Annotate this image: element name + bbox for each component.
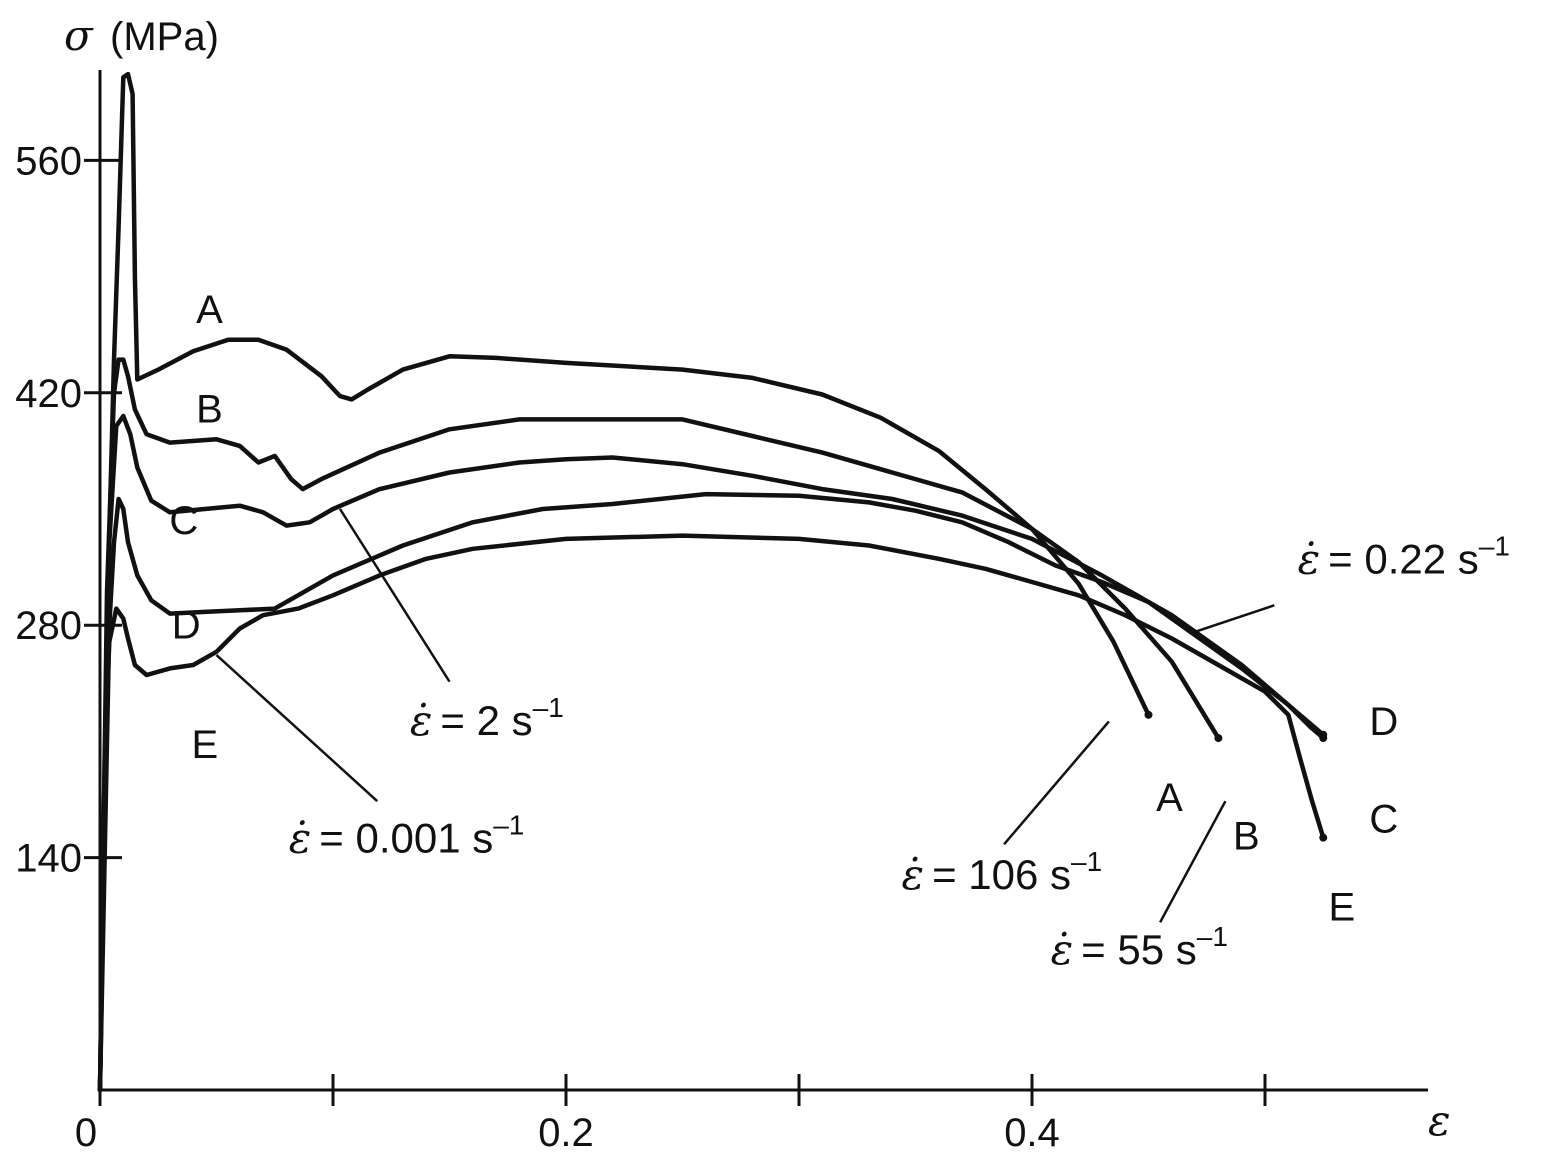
y-tick-label-1: 280 [15,604,82,648]
rate-exponent-E: –1 [493,810,524,841]
rate-exponent-D: –1 [1479,531,1510,562]
rate-symbol-E: ε̇ [289,814,312,863]
rate-exponent-C: –1 [533,692,564,723]
series-end-D [1319,730,1328,739]
rate-value-E: = 0.001 s [319,815,493,862]
curve-letter-label-B-6: B [1233,814,1260,858]
rate-value-C: = 2 s [440,697,532,744]
curve-letter-label-A-0: A [196,288,223,332]
rate-exponent-B: –1 [1197,921,1228,952]
series-end-A [1144,710,1153,719]
series-curve-C [97,413,1326,1093]
curve-letter-label-E-4: E [192,723,219,767]
curve-letter-label-C-7: C [1369,798,1398,842]
rate-label-D: ε̇ = 0.22 s–1 [1298,531,1510,584]
y-tick-label-0: 140 [15,837,82,881]
rate-symbol-A: ε̇ [902,850,925,899]
rate-leader-line-A [1003,720,1110,846]
curve-letter-label-E-9: E [1329,886,1356,930]
curve-letter-label-C-2: C [169,499,198,543]
curve-letter-label-D-8: D [1369,700,1398,744]
rate-value-B: = 55 s [1081,926,1197,973]
rate-leader-line-D [1194,604,1275,634]
x-tick-label-4: 0.4 [1004,1111,1060,1155]
x-axis-label: ε [1428,1096,1451,1145]
series-end-E [1319,833,1328,842]
rate-exponent-A: –1 [1071,846,1102,877]
y-axis-label-unit: (MPa) [110,15,219,59]
curve-letter-label-D-3: D [172,603,201,647]
series-lines [97,71,1328,1093]
series-curve-D [97,491,1326,1093]
y-axis-label-symbol: σ [64,11,94,60]
rate-label-B: ε̇ = 55 s–1 [1051,921,1228,974]
rate-label-A: ε̇ = 106 s–1 [902,846,1103,899]
series-curve-E [97,533,1326,1093]
rate-value-D: = 0.22 s [1328,536,1479,583]
series-end-B [1214,734,1223,743]
x-tick-label-2: 0.2 [538,1111,594,1155]
y-tick-label-2: 420 [15,372,82,416]
rate-symbol-B: ε̇ [1051,925,1074,974]
rate-leader-line-C [338,508,451,683]
series-curve-B [97,357,1221,1093]
series-curve-A [97,71,1151,1093]
curve-letter-label-A-5: A [1156,776,1183,820]
rate-value-A: = 106 s [932,851,1071,898]
x-tick-label-0: 0 [75,1111,97,1155]
y-tick-label-3: 560 [15,139,82,183]
rate-label-E: ε̇ = 0.001 s–1 [289,810,525,863]
rate-leader-line-B [1159,800,1227,923]
rate-symbol-C: ε̇ [410,696,433,745]
rate-symbol-D: ε̇ [1298,535,1321,584]
curve-letter-label-B-1: B [196,388,223,432]
rate-label-C: ε̇ = 2 s–1 [410,692,564,745]
axes [98,70,1428,1092]
ticks: 0 0.2 0.4 140 280 420 560 [15,139,1267,1155]
rate-leader-line-E [215,654,379,803]
